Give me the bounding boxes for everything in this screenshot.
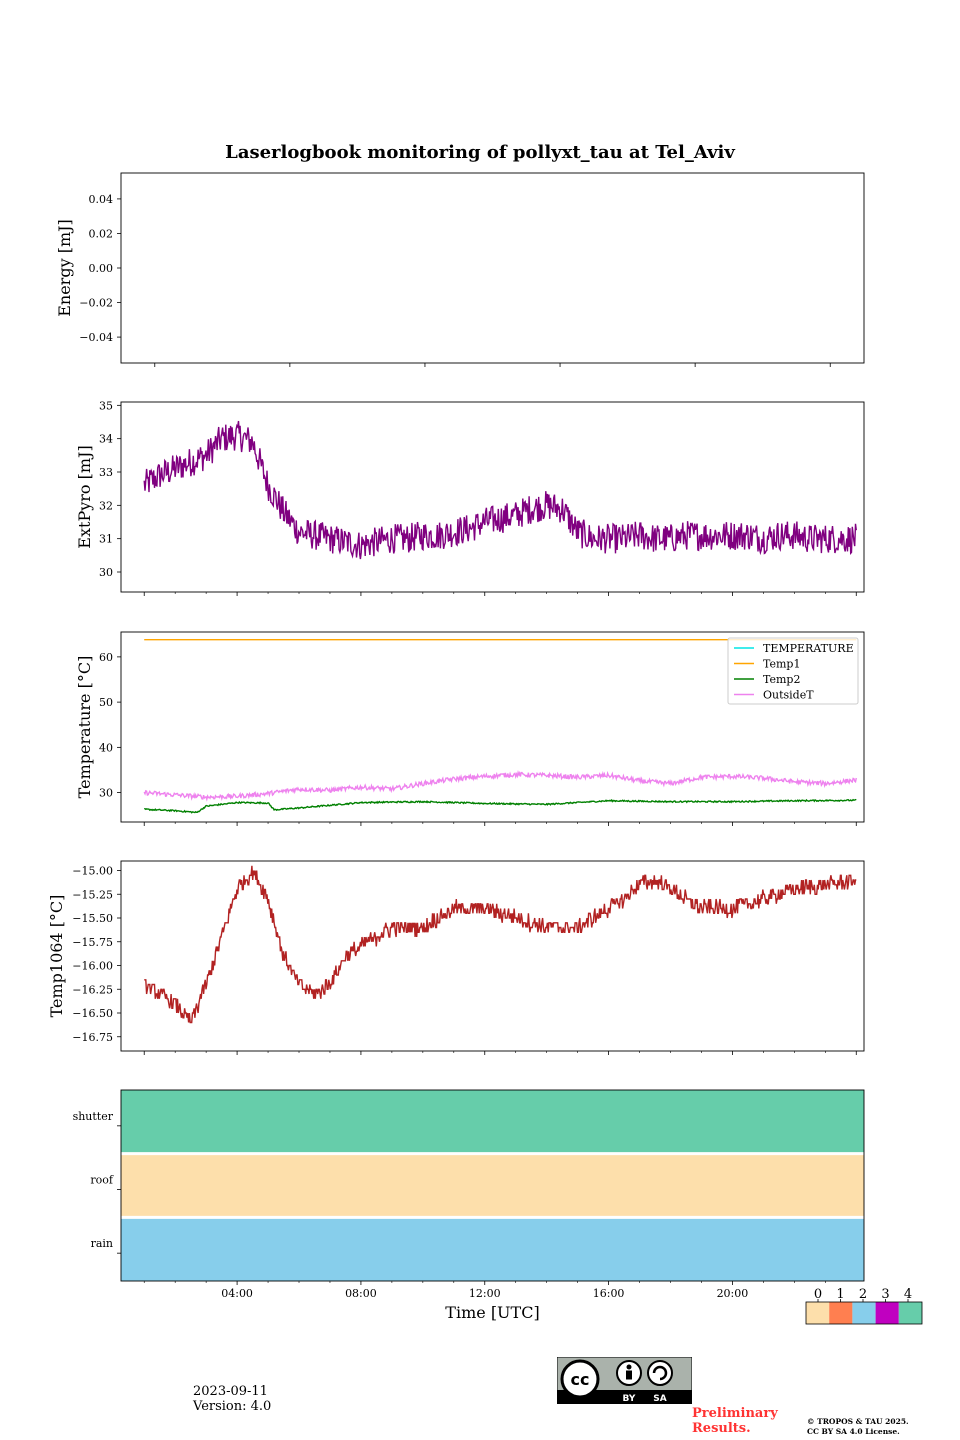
x-tick-label: 04:00 — [221, 1287, 253, 1300]
temperature-panel: 30 40 50 60 Temperature [°C] TEMPERATURE Temp1… — [75, 631, 865, 826]
row-label: roof — [90, 1174, 114, 1187]
colorbar-cell — [806, 1302, 830, 1324]
axes-frame — [120, 1089, 865, 1282]
y-tick-label: 40 — [99, 741, 113, 754]
colorbar-tick-label: 3 — [881, 1287, 889, 1302]
y-tick-label: −15.50 — [72, 912, 113, 925]
license-line: CC BY SA 4.0 License. — [807, 1427, 900, 1436]
y-tick-label: 35 — [99, 399, 113, 412]
y-tick-label: 60 — [99, 651, 113, 664]
version-label: Version: 4.0 — [193, 1399, 272, 1414]
colorbar-cell — [898, 1302, 922, 1324]
energy-panel: −0.04 −0.02 0.00 0.02 0.04 Energy [mJ] — [55, 172, 865, 367]
y-tick-label: 50 — [99, 696, 113, 709]
y-tick-label: 30 — [99, 566, 113, 579]
series-line-outsidet — [143, 769, 857, 802]
y-axis-label: Energy [mJ] — [55, 219, 74, 317]
cc-sa-label: SA — [653, 1394, 666, 1404]
y-tick-label: −16.25 — [72, 983, 113, 996]
y-axis-label: Temperature [°C] — [75, 656, 94, 799]
y-tick-label: −15.25 — [72, 888, 113, 901]
axes-frame — [120, 860, 865, 1052]
y-tick-label: −15.00 — [72, 865, 113, 878]
y-tick-label: −16.75 — [72, 1031, 113, 1044]
y-tick-label: 31 — [99, 533, 113, 546]
y-tick-label: −16.50 — [72, 1007, 113, 1020]
flag-row-shutter — [121, 1090, 864, 1154]
y-tick-label: 34 — [99, 433, 113, 446]
colorbar-tick-label: 4 — [904, 1287, 912, 1302]
y-tick-label: 0.04 — [89, 193, 114, 206]
copyright-note: © TROPOS & TAU 2025. CC BY SA 4.0 Licens… — [807, 1417, 947, 1437]
y-tick-label: 0.00 — [89, 262, 114, 275]
x-tick-label: 20:00 — [717, 1287, 749, 1300]
colorbar-tick-label: 0 — [814, 1287, 822, 1302]
legend-label: Temp1 — [763, 658, 800, 671]
axes-frame — [120, 631, 865, 823]
axes-frame — [120, 172, 865, 364]
cc-by-label: BY — [623, 1394, 636, 1404]
y-tick-label: −16.00 — [72, 960, 113, 973]
y-tick-label: 32 — [99, 499, 113, 512]
flags-panel: rain roof shutter 04:00 08:00 12:00 16:00 20:00… — [73, 1089, 923, 1325]
extpyro-panel: 30 31 32 33 34 35 ExtPyro [mJ] — [75, 399, 865, 596]
processing-date: 2023-09-11 — [193, 1384, 268, 1399]
y-tick-label: −15.75 — [72, 936, 113, 949]
y-tick-label: 30 — [99, 787, 113, 800]
chart-title: Laserlogbook monitoring of pollyxt_tau a… — [225, 142, 735, 163]
row-label: rain — [91, 1237, 113, 1250]
legend-label: OutsideT — [763, 689, 814, 702]
y-tick-label: 33 — [99, 466, 113, 479]
x-tick-label: 16:00 — [593, 1287, 625, 1300]
y-tick-label: −0.04 — [79, 331, 113, 344]
y-tick-label: −0.02 — [79, 297, 113, 310]
series-line-temp2 — [144, 798, 857, 814]
x-axis-label: Time [UTC] — [445, 1303, 539, 1322]
legend-label: TEMPERATURE — [763, 642, 854, 655]
legend-label: Temp2 — [763, 673, 800, 686]
colorbar-cell — [875, 1302, 899, 1324]
cc-license-badge: cc BY SA — [556, 1356, 693, 1408]
colorbar-cell — [829, 1302, 853, 1324]
colorbar-frame — [805, 1301, 923, 1325]
preliminary-results-note: Preliminary Results. — [692, 1406, 778, 1436]
colorbar-cell — [852, 1302, 876, 1324]
legend-box — [727, 637, 859, 705]
x-tick-label: 08:00 — [345, 1287, 377, 1300]
y-tick-label: 0.02 — [89, 227, 114, 240]
flag-row-rain — [121, 1217, 864, 1281]
series-line-temp1064 — [144, 865, 857, 1024]
axes-frame — [120, 401, 865, 593]
svg-text:cc: cc — [571, 1370, 590, 1389]
row-label: shutter — [73, 1110, 114, 1123]
colorbar-tick-label: 1 — [836, 1287, 844, 1302]
y-axis-label: Temp1064 [°C] — [47, 895, 66, 1018]
flag-row-roof — [121, 1153, 864, 1218]
y-axis-label: ExtPyro [mJ] — [75, 445, 94, 548]
copyright-line: © TROPOS & TAU 2025. — [807, 1417, 909, 1426]
x-tick-label: 12:00 — [469, 1287, 501, 1300]
series-line-extpyro — [143, 420, 857, 560]
temp1064-panel: −16.75 −16.50 −16.25 −16.00 −15.75 −15.50 −15.… — [47, 860, 865, 1055]
colorbar-tick-label: 2 — [859, 1287, 867, 1302]
